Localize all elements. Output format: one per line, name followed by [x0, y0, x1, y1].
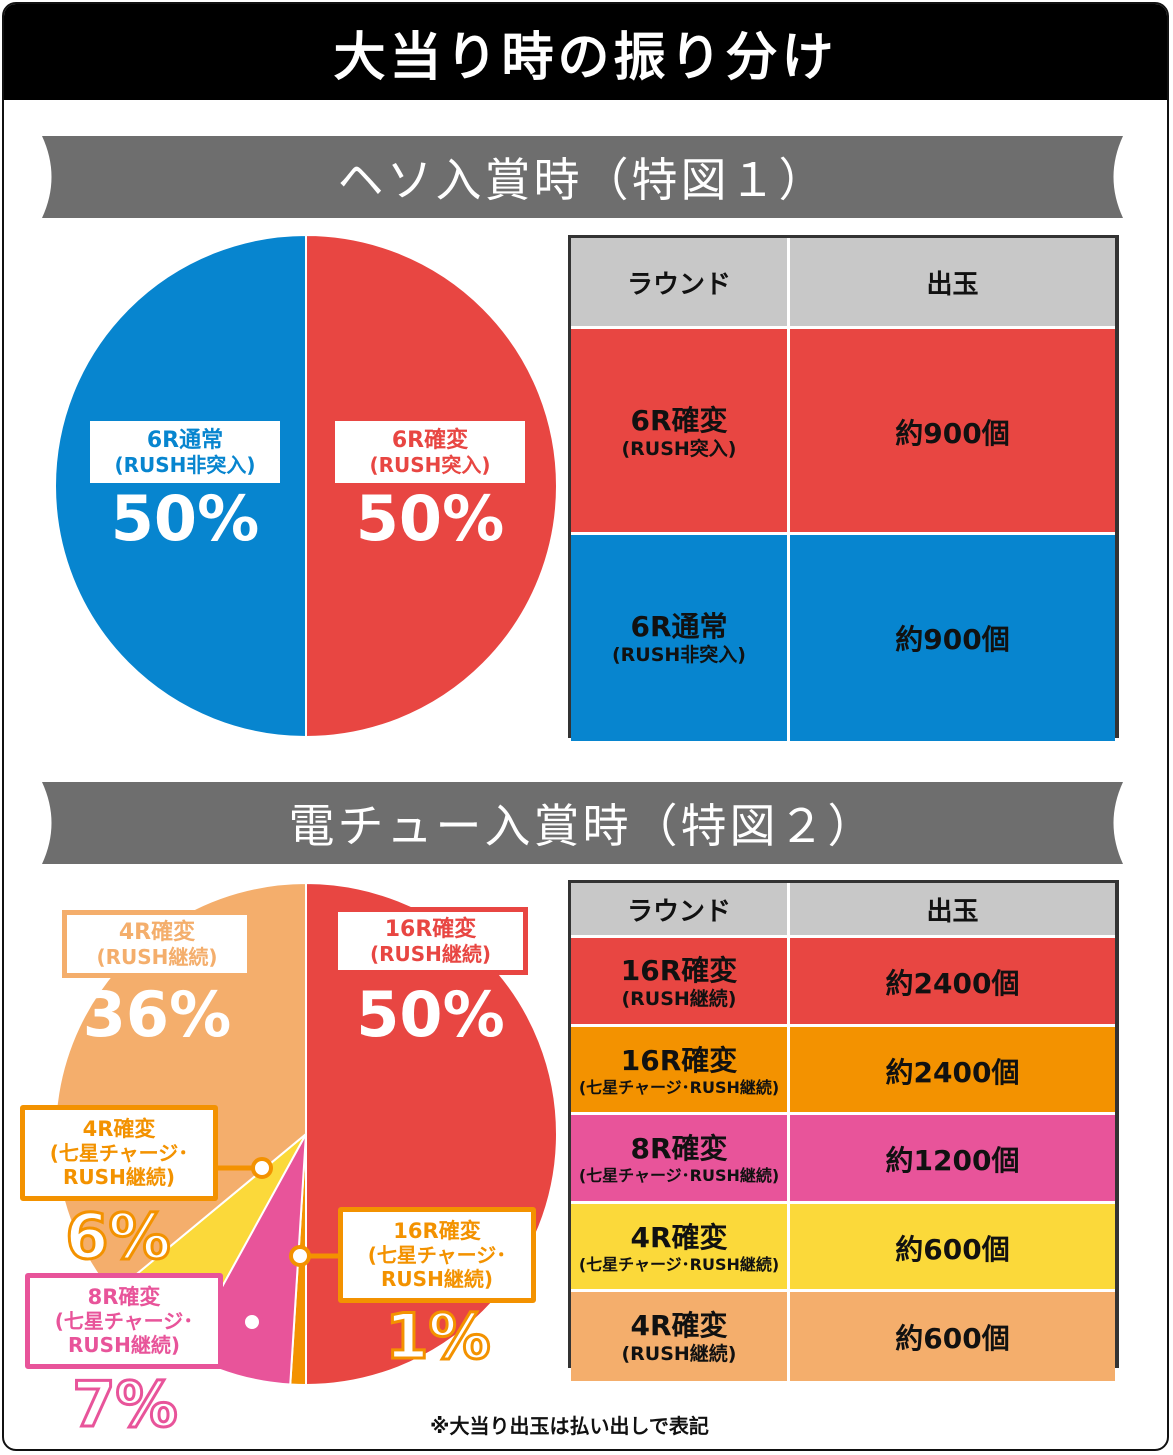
table-1: ラウンド 出玉 6R確変 (RUSH突入) 約900個 6R通常 (RUSH非突入)…	[568, 235, 1119, 741]
pie2-label-4r-charge: 4R確変 (七星チャージ･ RUSH継続)	[20, 1105, 218, 1201]
section2-heading: 電チュー入賞時（特図２）	[288, 799, 877, 853]
table-row: 6R通常 (RUSH非突入) 約900個	[571, 532, 1115, 741]
table2-row-payout: 約2400個	[885, 1055, 1020, 1089]
pie2-pct-4r-rush: 36%	[82, 978, 232, 1051]
table1-row2-round: 6R通常	[630, 610, 728, 643]
pie1-label-kakuhen: 6R確変 (RUSH突入)	[335, 421, 525, 483]
table1-row2-sub: (RUSH非突入)	[611, 644, 746, 666]
pie2-label-16r-charge: 16R確変 (七星チャージ･ RUSH継続)	[338, 1207, 536, 1303]
leader-dot	[289, 1245, 311, 1267]
pie1-label-kakuhen-sub: (RUSH突入)	[369, 452, 491, 477]
pie2-label-16r-charge-sub: (七星チャージ･ RUSH継続)	[367, 1243, 507, 1291]
table2-header-row: ラウンド 出玉	[571, 883, 1115, 935]
pie2-pct-16r-rush: 50%	[356, 978, 505, 1051]
table-row: 16R確変 (七星チャージ･RUSH継続) 約2400個	[571, 1023, 1115, 1116]
table2-row-round: 16R確変	[620, 954, 738, 988]
table-row: 8R確変 (七星チャージ･RUSH継続) 約1200個	[571, 1112, 1115, 1204]
table2-row-round: 4R確変	[630, 1221, 728, 1255]
pie2-label-8r-charge-sub: (七星チャージ･ RUSH継続)	[54, 1309, 194, 1357]
pie2-label-16r-rush-title: 16R確変	[384, 916, 477, 942]
pie2-label-4r-rush: 4R確変 (RUSH継続)	[62, 910, 252, 978]
table1-header-round: ラウンド	[571, 238, 790, 326]
pie2-label-16r-rush: 16R確変 (RUSH継続)	[333, 907, 528, 975]
table2-row-payout: 約1200個	[885, 1144, 1020, 1178]
table2-row-payout: 約600個	[895, 1321, 1010, 1355]
pie1-label-normal-sub: (RUSH非突入)	[114, 452, 256, 477]
table1-header-payout: 出玉	[790, 238, 1115, 326]
table1-header-row: ラウンド 出玉	[571, 238, 1115, 326]
table2-row-round: 16R確変	[620, 1043, 738, 1077]
table-row: 4R確変 (七星チャージ･RUSH継続) 約600個	[571, 1200, 1115, 1293]
pie-slice	[305, 233, 558, 739]
table-row: 4R確変 (RUSH継続) 約600個	[571, 1289, 1115, 1381]
pie1-pct-normal: 50%	[110, 482, 260, 555]
table1-row1-payout: 約900個	[895, 417, 1010, 450]
pie2-pct-16r-charge: 1%	[384, 1299, 492, 1375]
table-row: 6R確変 (RUSH突入) 約900個	[571, 326, 1115, 535]
table2-row-payout: 約2400個	[885, 967, 1020, 1001]
table2-row-payout: 約600個	[895, 1233, 1010, 1267]
ribbon-shape	[42, 782, 1123, 864]
table1-row1-round: 6R確変	[630, 404, 728, 437]
pie2-label-4r-charge-title: 4R確変	[82, 1117, 156, 1141]
table2-row-sub: (七星チャージ･RUSH継続)	[578, 1255, 780, 1275]
pie-slice	[54, 233, 307, 739]
table-2: ラウンド 出玉 16R確変 (RUSH継続) 約2400個 16R確変 (七星チャージ･…	[568, 880, 1119, 1381]
pie2-label-8r-charge-title: 8R確変	[87, 1285, 161, 1309]
pie2-label-4r-charge-sub: (七星チャージ･ RUSH継続)	[49, 1141, 189, 1189]
pie1-label-normal: 6R通常 (RUSH非突入)	[90, 421, 280, 483]
page-title: 大当り時の振り分け	[4, 4, 1167, 100]
pie1-pct-kakuhen: 50%	[355, 482, 505, 555]
table2-row-round: 8R確変	[630, 1132, 728, 1166]
footnote: ※大当り出玉は払い出しで表記	[430, 1414, 709, 1438]
table2-row-sub: (RUSH継続)	[621, 1342, 737, 1365]
section2-heading-ribbon: 電チュー入賞時（特図２）	[42, 782, 1123, 864]
table2-row-sub: (七星チャージ･RUSH継続)	[578, 1077, 780, 1097]
leader-dot	[251, 1157, 273, 1179]
table2-row-sub: (七星チャージ･RUSH継続)	[578, 1166, 780, 1186]
leader-dot	[241, 1311, 263, 1333]
section1-heading-ribbon: ヘソ入賞時（特図１）	[42, 136, 1123, 218]
section1-heading: ヘソ入賞時（特図１）	[337, 153, 828, 207]
table2-row-round: 4R確変	[630, 1308, 728, 1342]
table2-header-round: ラウンド	[571, 883, 790, 935]
pie2-label-8r-charge: 8R確変 (七星チャージ･ RUSH継続)	[25, 1273, 223, 1369]
table1-row1-sub: (RUSH突入)	[621, 438, 737, 460]
ribbon-shape	[42, 136, 1123, 218]
pie2-label-16r-rush-sub: (RUSH継続)	[369, 941, 492, 966]
table-row: 16R確変 (RUSH継続) 約2400個	[571, 935, 1115, 1027]
pie1-label-kakuhen-title: 6R確変	[391, 427, 469, 453]
pie2-label-4r-rush-title: 4R確変	[118, 919, 196, 945]
table1-row2-payout: 約900個	[895, 623, 1010, 656]
table2-row-sub: (RUSH継続)	[621, 988, 737, 1011]
pie2-pct-8r-charge: 7%	[71, 1367, 179, 1443]
pie2-label-16r-charge-title: 16R確変	[393, 1219, 481, 1243]
pie1-label-normal-title: 6R通常	[146, 427, 224, 453]
pie2-pct-4r-charge: 6%	[64, 1199, 172, 1275]
table2-header-payout: 出玉	[790, 883, 1115, 935]
pie2-label-4r-rush-sub: (RUSH継続)	[96, 944, 218, 969]
